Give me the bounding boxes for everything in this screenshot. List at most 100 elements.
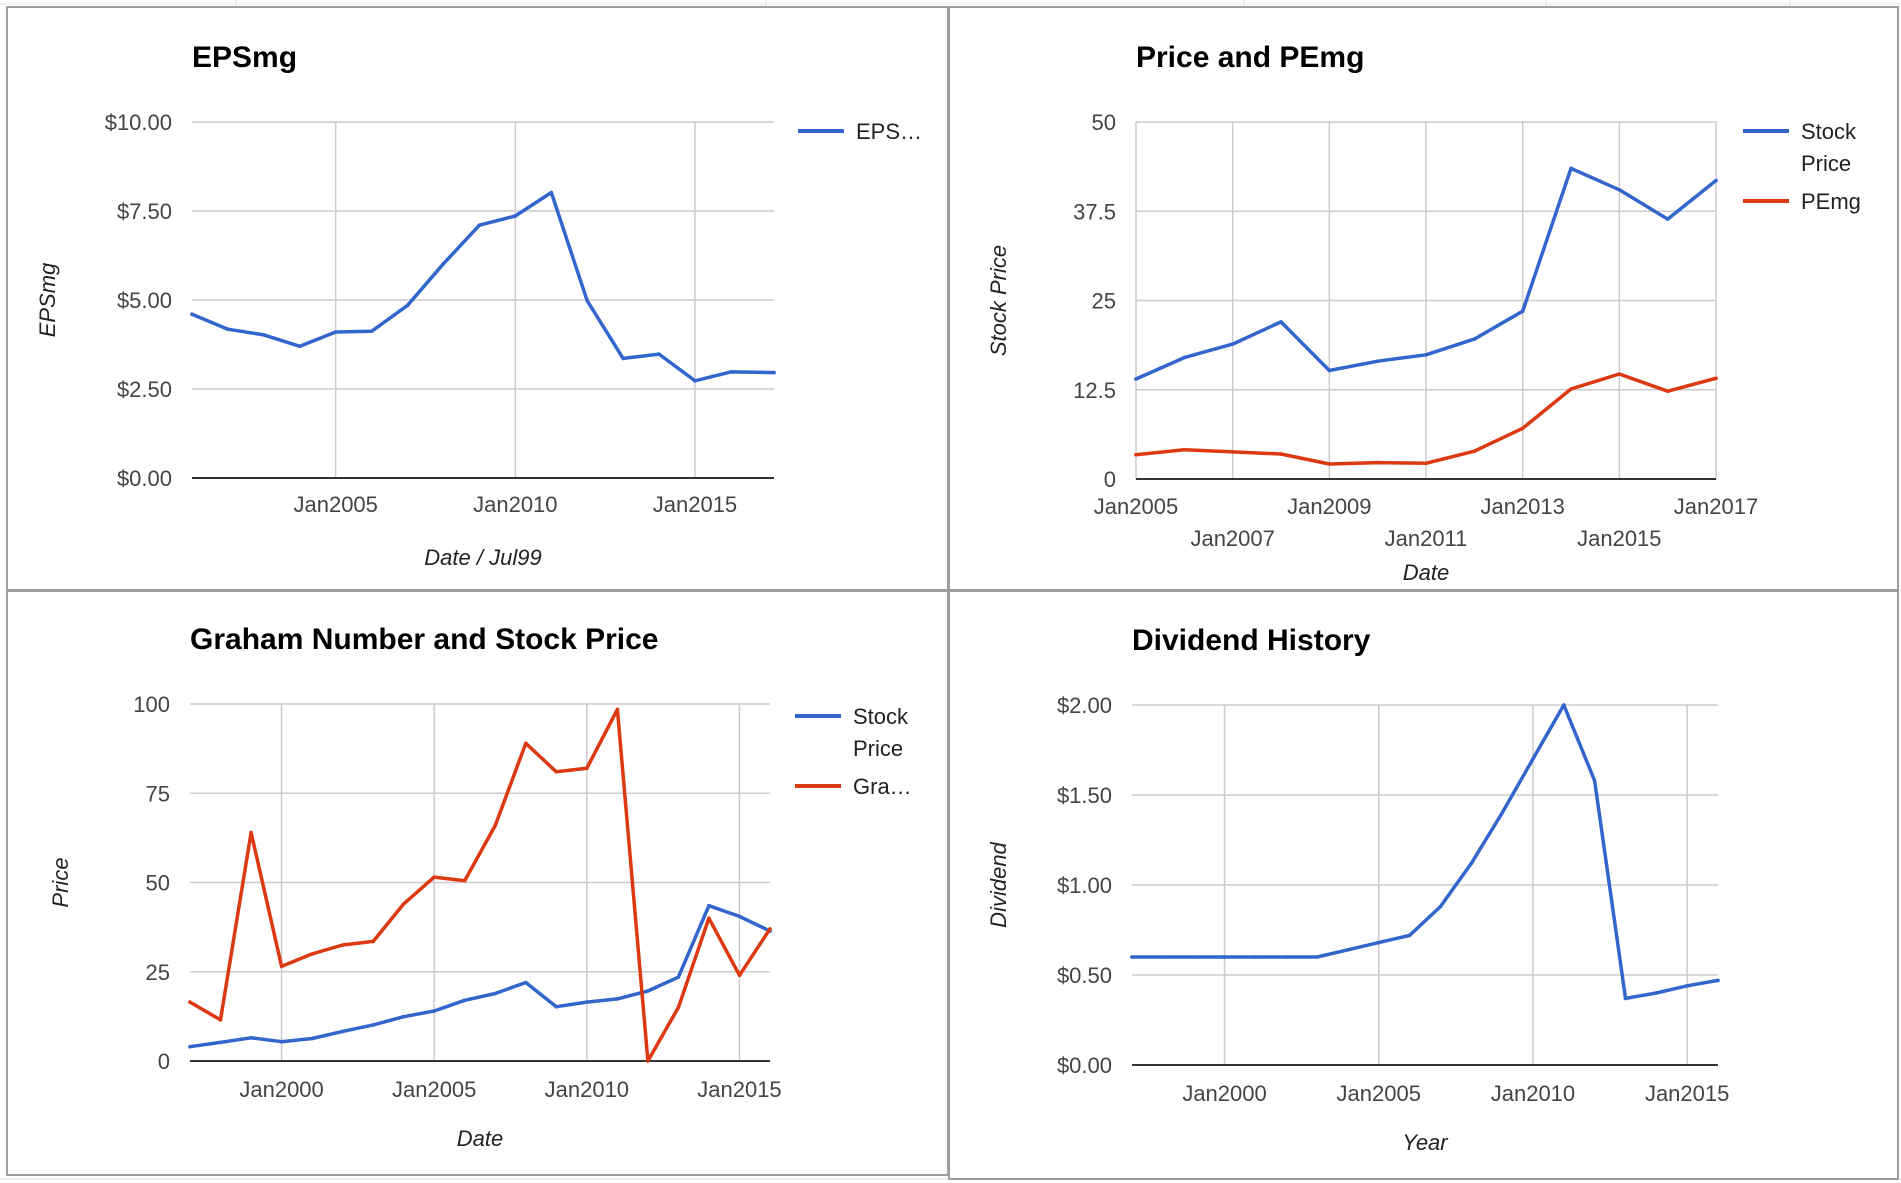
data-point bbox=[298, 344, 302, 349]
x-tick-label: Jan2005 bbox=[1094, 494, 1178, 519]
data-point bbox=[585, 298, 589, 303]
data-point bbox=[441, 261, 446, 266]
chart-panel-dividend[interactable]: Dividend History $0.00 $0.50 $1.00 $1.50 $2.0… bbox=[948, 590, 1899, 1180]
chart-price-pemg-svg: Price and PEmg 0 12.5 25 37.5 50 Jan2005 Jan200… bbox=[986, 41, 1861, 585]
data-point bbox=[432, 875, 437, 879]
data-point bbox=[333, 330, 338, 334]
data-point bbox=[1569, 166, 1573, 171]
x-tick-label: Jan2000 bbox=[1182, 1081, 1266, 1106]
data-point bbox=[1182, 447, 1187, 452]
data-point bbox=[707, 916, 711, 920]
data-point bbox=[1569, 387, 1573, 391]
data-point bbox=[401, 1014, 406, 1019]
y-tick-label: $1.50 bbox=[1057, 783, 1112, 808]
x-tick-label: Jan2005 bbox=[1337, 1081, 1421, 1106]
data-point bbox=[1562, 703, 1566, 707]
y-tick-label: $2.50 bbox=[117, 377, 172, 402]
legend-label: Price bbox=[853, 736, 903, 761]
data-point bbox=[1685, 984, 1689, 988]
data-point bbox=[188, 1044, 192, 1049]
data-point bbox=[615, 997, 620, 1001]
data-point bbox=[1279, 320, 1283, 324]
data-point bbox=[249, 1036, 253, 1040]
data-point bbox=[1520, 309, 1525, 314]
data-point bbox=[1617, 188, 1622, 192]
y-tick-label: 25 bbox=[146, 960, 170, 985]
data-point bbox=[549, 190, 554, 195]
data-point bbox=[1714, 376, 1718, 381]
data-point bbox=[1714, 178, 1718, 183]
data-point bbox=[1375, 460, 1380, 465]
data-point bbox=[1424, 353, 1428, 357]
x-axis-label: Year bbox=[1402, 1130, 1449, 1155]
data-point bbox=[646, 989, 650, 993]
chart-panel-graham[interactable]: Graham Number and Stock Price 0 25 50 75 100 J… bbox=[6, 590, 949, 1176]
y-axis-label: Price bbox=[48, 857, 73, 907]
data-point bbox=[493, 823, 498, 828]
x-tick-label: Jan2015 bbox=[1577, 526, 1661, 551]
data-point bbox=[615, 707, 620, 712]
data-point bbox=[310, 952, 314, 956]
data-point bbox=[707, 903, 711, 908]
data-point bbox=[1191, 955, 1196, 959]
x-tick-label: Jan2015 bbox=[697, 1077, 781, 1102]
y-tick-label: $2.00 bbox=[1057, 693, 1112, 718]
data-point bbox=[772, 370, 776, 375]
data-point bbox=[1592, 778, 1597, 783]
chart-title: Price and PEmg bbox=[1136, 41, 1364, 74]
y-tick-label: 0 bbox=[1104, 467, 1116, 492]
data-point bbox=[1315, 955, 1319, 959]
data-point bbox=[493, 991, 498, 996]
data-point bbox=[676, 1005, 681, 1010]
legend-label: Gra… bbox=[853, 774, 912, 799]
chart-title: Dividend History bbox=[1132, 624, 1371, 657]
data-point bbox=[401, 902, 406, 906]
data-point bbox=[1716, 978, 1720, 983]
x-tick-label: Jan2011 bbox=[1385, 526, 1468, 551]
legend-label: Price bbox=[1801, 151, 1851, 176]
data-point bbox=[1134, 377, 1138, 381]
chart-dividend-svg: Dividend History $0.00 $0.50 $1.00 $1.50 $2.0… bbox=[986, 624, 1729, 1155]
data-point bbox=[1654, 991, 1659, 995]
y-tick-label: 25 bbox=[1092, 289, 1116, 314]
x-tick-label: Jan2015 bbox=[653, 492, 737, 517]
chart-title: EPSmg bbox=[192, 41, 297, 74]
data-point bbox=[1617, 372, 1622, 376]
data-point bbox=[1623, 996, 1628, 1001]
data-point bbox=[188, 1000, 192, 1004]
data-point bbox=[477, 223, 482, 227]
data-point bbox=[1130, 955, 1134, 959]
x-tick-label: Jan2017 bbox=[1674, 494, 1758, 519]
x-tick-label: Jan2010 bbox=[473, 492, 557, 517]
x-tick-label: Jan2010 bbox=[1491, 1081, 1575, 1106]
data-point bbox=[371, 1023, 376, 1027]
legend-label: EPS… bbox=[856, 119, 922, 144]
chart-panel-price-pemg[interactable]: Price and PEmg 0 12.5 25 37.5 50 Jan2005 Jan200… bbox=[948, 6, 1899, 591]
x-tick-label: Jan2007 bbox=[1190, 526, 1274, 551]
data-point bbox=[1472, 337, 1477, 341]
data-point bbox=[524, 980, 528, 985]
data-point bbox=[279, 1039, 284, 1044]
data-point bbox=[737, 973, 742, 978]
data-point bbox=[1327, 462, 1332, 466]
y-tick-label: $0.00 bbox=[1057, 1053, 1112, 1078]
y-tick-label: $7.50 bbox=[117, 199, 172, 224]
data-point bbox=[1375, 359, 1380, 364]
chart-panel-eps[interactable]: EPSmg $0.00 $2.50 $5.00 $7.50 $10.00 Jan2005 Ja… bbox=[6, 6, 949, 591]
legend-label: PEmg bbox=[1801, 189, 1861, 214]
data-point bbox=[1438, 904, 1443, 909]
data-point bbox=[462, 998, 467, 1003]
x-tick-label: Jan2005 bbox=[392, 1077, 476, 1102]
data-point bbox=[226, 327, 230, 332]
data-point bbox=[1222, 955, 1227, 959]
data-point bbox=[218, 1040, 223, 1045]
chart-eps-svg: EPSmg $0.00 $2.50 $5.00 $7.50 $10.00 Jan2005 Ja… bbox=[35, 41, 922, 570]
series-line-1 bbox=[1130, 703, 1720, 1001]
data-point bbox=[1279, 452, 1283, 456]
legend-label: Stock bbox=[1801, 119, 1857, 144]
x-axis-label: Date bbox=[457, 1126, 503, 1151]
data-point bbox=[657, 352, 661, 356]
y-tick-label: 50 bbox=[146, 871, 170, 896]
y-axis-label: Dividend bbox=[986, 841, 1011, 927]
data-point bbox=[462, 878, 467, 883]
